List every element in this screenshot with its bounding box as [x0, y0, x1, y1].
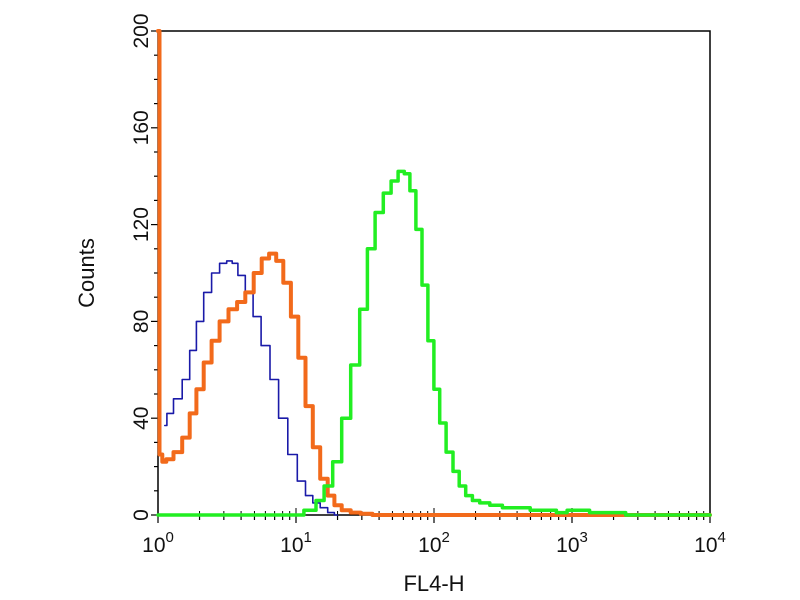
x-axis-title: FL4-H [403, 571, 464, 596]
series-2-line [156, 169, 712, 517]
y-axis: 0 40 80 120 160 200 [130, 13, 158, 521]
x-tick-base: 10 [418, 534, 441, 557]
x-tick-exponent: 3 [580, 529, 588, 546]
y-tick-label: 0 [130, 509, 153, 521]
series-layer [156, 29, 712, 517]
x-tick-label: 100 [142, 529, 174, 557]
x-tick-exponent: 1 [304, 529, 312, 546]
y-tick-label: 120 [130, 207, 153, 242]
plot-frame [157, 30, 711, 516]
y-tick-label: 200 [130, 13, 153, 48]
x-tick-label: 101 [280, 529, 312, 557]
x-tick-label: 104 [694, 529, 726, 557]
series-0-line [164, 260, 339, 516]
x-tick-base: 10 [280, 534, 303, 557]
y-tick-label: 40 [130, 407, 153, 430]
x-tick-base: 10 [142, 534, 165, 557]
y-axis-title: Counts [74, 238, 99, 308]
x-tick-exponent: 4 [718, 529, 726, 546]
y-tick-label: 160 [130, 110, 153, 145]
x-tick-base: 10 [556, 534, 579, 557]
x-tick-base: 10 [694, 534, 717, 557]
x-axis: 100 101 102 103 104 [142, 508, 726, 557]
series-1-line [156, 29, 712, 517]
y-tick-label: 80 [130, 310, 153, 333]
x-tick-label: 102 [418, 529, 450, 557]
x-tick-exponent: 0 [166, 529, 174, 546]
x-tick-label: 103 [556, 529, 588, 557]
x-tick-exponent: 2 [442, 529, 450, 546]
